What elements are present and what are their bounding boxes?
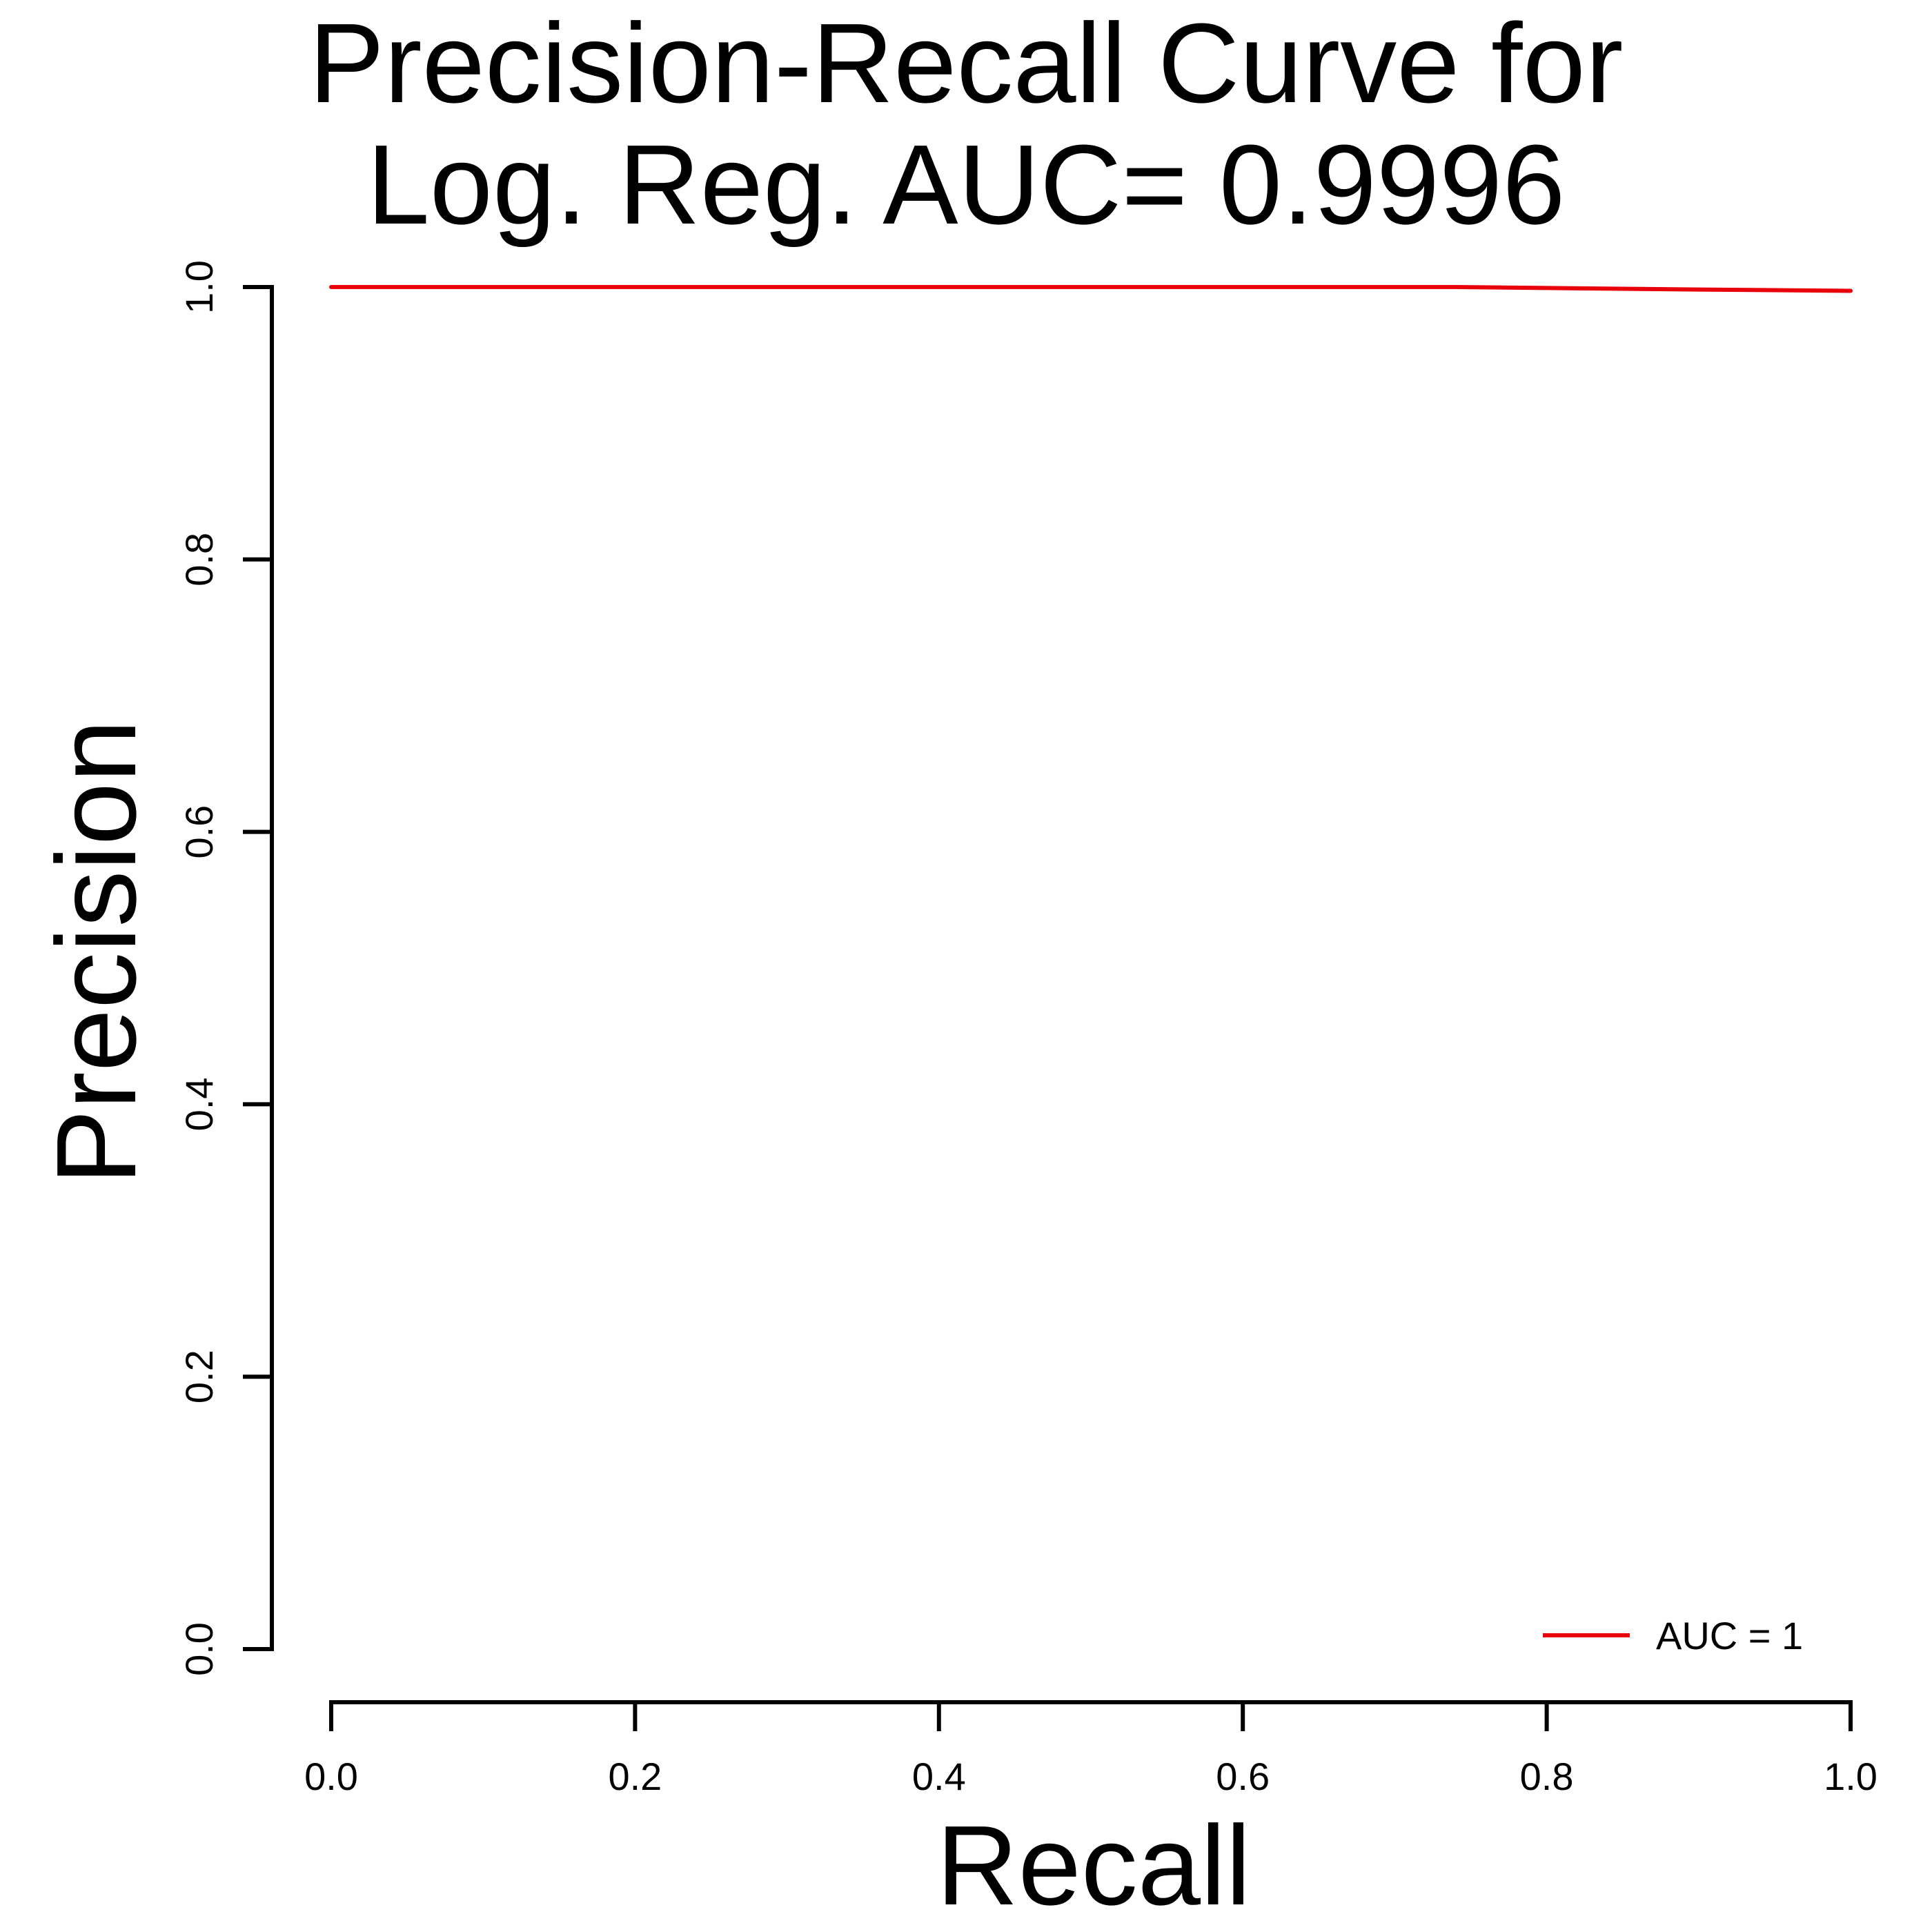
legend-label: AUC = 1 — [1656, 1614, 1803, 1657]
x-tick-label: 0.0 — [304, 1755, 358, 1798]
y-axis-title: Precision — [33, 720, 159, 1185]
x-tick-label: 0.8 — [1520, 1755, 1574, 1798]
series-layer — [329, 285, 1853, 293]
y-axis: 0.0 0.2 0.4 0.6 0.8 1.0 — [177, 260, 274, 1676]
precision-recall-line — [329, 285, 1853, 293]
chart-title-line-2: Log. Reg. AUC= 0.9996 — [367, 121, 1566, 248]
x-tick-label: 0.6 — [1216, 1755, 1270, 1798]
chart-title-line-1: Precision-Recall Curve for — [309, 0, 1624, 126]
x-axis-title: Recall — [936, 1802, 1251, 1929]
y-tick-label: 0.4 — [177, 1077, 221, 1131]
y-tick-label: 1.0 — [177, 260, 221, 314]
legend: AUC = 1 — [1543, 1614, 1803, 1657]
x-tick-label: 1.0 — [1824, 1755, 1877, 1798]
y-tick-label: 0.0 — [177, 1622, 221, 1676]
y-tick-label: 0.2 — [177, 1350, 221, 1403]
y-tick-label: 0.8 — [177, 533, 221, 586]
x-tick-label: 0.4 — [912, 1755, 966, 1798]
y-tick-label: 0.6 — [177, 805, 221, 859]
x-tick-label: 0.2 — [608, 1755, 662, 1798]
x-axis: 0.0 0.2 0.4 0.6 0.8 1.0 — [304, 1700, 1877, 1798]
